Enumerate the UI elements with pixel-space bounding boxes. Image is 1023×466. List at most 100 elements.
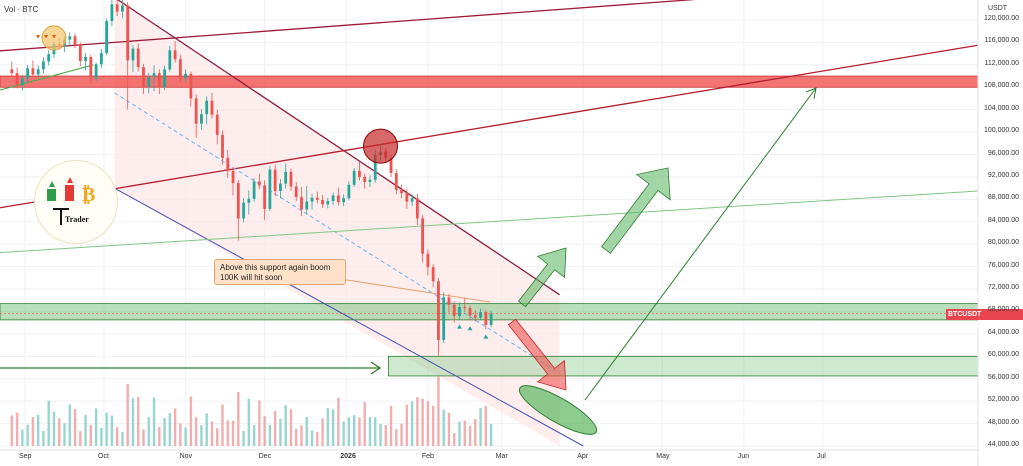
pattern-marker-icon <box>36 35 40 39</box>
volume-bar <box>347 417 351 446</box>
candle-body <box>178 59 182 79</box>
candle-body <box>289 171 293 187</box>
candle-body <box>326 201 330 205</box>
candle-body <box>236 183 240 219</box>
zone-support <box>0 303 979 321</box>
y-tick-label: 88,000.00 <box>987 194 1019 202</box>
candle-body <box>358 170 361 177</box>
candle-body <box>363 176 367 182</box>
candle-body <box>489 313 493 325</box>
y-tick-label: 120,000.00 <box>983 15 1019 22</box>
candle-body <box>173 50 177 60</box>
volume-bar <box>368 416 372 446</box>
volume-bar <box>447 412 451 446</box>
candle-body <box>315 197 319 200</box>
signal-marker-icon <box>483 334 489 339</box>
bullish-arrow-small <box>517 247 567 308</box>
volume-bar <box>316 432 319 446</box>
volume-bar <box>289 409 293 446</box>
volume-bar <box>73 409 77 446</box>
candle-body <box>205 100 209 115</box>
candle-body <box>263 185 267 209</box>
candle-body <box>168 50 172 70</box>
y-tick-label: 64,000.00 <box>987 328 1019 336</box>
y-tick-label: 68,000.00 <box>987 306 1019 314</box>
volume-bar <box>147 417 150 446</box>
volume-bar <box>405 404 409 446</box>
volume-bar <box>36 414 40 446</box>
volume-bar <box>310 430 314 446</box>
volume-bar <box>26 424 29 446</box>
rejection-highlight-circle <box>363 128 398 164</box>
y-tick-label: 116,000.00 <box>984 37 1019 45</box>
candle-body <box>131 48 135 61</box>
logo-subtext: Trader <box>65 215 89 224</box>
volume-bar <box>179 423 182 446</box>
volume-bar <box>137 397 140 446</box>
volume-bar <box>426 401 430 446</box>
y-tick-label: 72,000.00 <box>987 284 1019 292</box>
volume-bar <box>15 412 19 446</box>
candle-body <box>273 169 277 191</box>
volume-bar <box>47 400 50 446</box>
support-annotation: Above this support again boom 100K will … <box>214 259 346 285</box>
volume-bar <box>115 427 119 446</box>
y-tick-label: 112,000.00 <box>984 59 1019 67</box>
upper-resistance-line <box>0 0 697 52</box>
descending-channel-fill <box>114 0 560 446</box>
candle-body <box>452 304 456 316</box>
candle-body <box>105 21 109 54</box>
candle-body <box>342 198 346 203</box>
candle-body <box>336 195 340 203</box>
annotation-line-2: 100K will hit soon <box>220 273 283 282</box>
candle-body <box>47 54 51 62</box>
volume-bar <box>100 427 103 446</box>
volume-bar <box>389 405 393 446</box>
candle-body <box>221 134 224 158</box>
volume-bar <box>84 415 87 446</box>
y-tick-label: 84,000.00 <box>987 216 1019 224</box>
volume-bar <box>474 419 477 446</box>
volume-bar <box>210 421 214 446</box>
short-support-line <box>0 64 94 91</box>
candle-body <box>73 36 77 45</box>
volume-bar <box>63 423 66 446</box>
candle-body <box>121 5 124 12</box>
signal-marker-icon <box>467 326 473 331</box>
y-tick-label: 56,000.00 <box>987 373 1019 381</box>
horizontal-arrowhead <box>370 361 382 375</box>
y-tick-label: 108,000.00 <box>983 82 1019 90</box>
bullish-arrow-large <box>601 167 671 254</box>
volume-bar <box>89 425 93 446</box>
x-tick-label: Dec <box>258 453 272 460</box>
volume-bar <box>237 392 240 446</box>
volume-bar <box>94 408 98 446</box>
candle-body <box>126 5 130 61</box>
volume-bar <box>242 430 245 446</box>
volume-bar <box>305 416 308 446</box>
volume-bar <box>189 396 193 446</box>
y-tick-label: 92,000.00 <box>987 171 1019 179</box>
volume-bar <box>437 376 440 446</box>
candle-body <box>437 281 440 341</box>
volume-bar <box>442 409 445 446</box>
target-line-arrowhead <box>805 87 817 100</box>
last-price-tag: BTCUSDT 67,629.81 <box>946 309 1023 329</box>
volume-bar <box>131 398 135 446</box>
volume-bar <box>468 425 472 446</box>
candle-body <box>68 36 72 40</box>
candle-body <box>279 183 282 191</box>
rising-resistance-line <box>0 44 979 209</box>
candle-body <box>99 53 103 65</box>
channel-upper-line <box>116 0 560 296</box>
volume-bar <box>121 432 124 446</box>
trader-logo: ₿ Trader <box>34 160 118 244</box>
volume-bar <box>273 411 277 446</box>
candle-body <box>268 169 272 209</box>
volume-bar <box>300 425 303 446</box>
candle-body <box>157 73 161 88</box>
volume-bar <box>79 431 82 446</box>
candle-body <box>110 4 114 22</box>
candle-body <box>184 73 188 79</box>
